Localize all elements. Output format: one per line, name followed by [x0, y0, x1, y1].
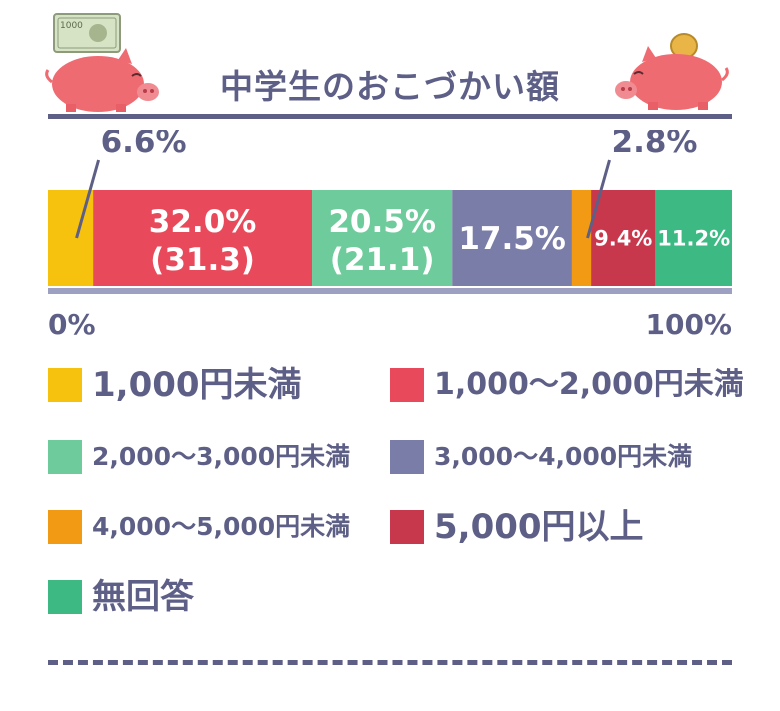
- legend-swatch: [48, 510, 82, 544]
- legend-label: 無回答: [92, 577, 194, 617]
- data-label-0: 6.6%: [101, 130, 187, 160]
- legend-swatch: [48, 580, 82, 614]
- leader-line-4: [586, 159, 611, 239]
- legend-label: 1,000円未満: [92, 365, 302, 405]
- axis-start-label: 0%: [48, 308, 96, 341]
- bottom-dashed-divider: [48, 660, 732, 665]
- page-title: 中学生のおこづかい額: [220, 67, 560, 106]
- data-label-3: 17.5%: [458, 221, 566, 257]
- bar-segment-6: [655, 190, 732, 286]
- legend-swatch: [48, 440, 82, 474]
- title-decoration: 1000: [45, 13, 729, 112]
- banknote-text: 1000: [60, 21, 83, 31]
- bar-segment-3: [452, 190, 572, 286]
- legend-swatch: [390, 510, 424, 544]
- bar-segment-5: [591, 190, 656, 286]
- data-label-5: 9.4%: [594, 227, 652, 251]
- legend-swatch: [48, 368, 82, 402]
- legend-label: 2,000～3,000円未満: [92, 442, 351, 471]
- data-label-6: 11.2%: [657, 227, 730, 251]
- title-underline: [48, 114, 732, 119]
- piggy-bank-with-banknote-icon: 1000: [45, 13, 159, 112]
- legend-label: 1,000～2,000円未満: [434, 367, 744, 402]
- prev-label-2: (21.1): [330, 242, 435, 278]
- data-label-2: 20.5%: [328, 204, 436, 240]
- bar-segment-1: [93, 190, 313, 286]
- legend-swatch: [390, 368, 424, 402]
- piggy-bank-with-coin-icon: [615, 33, 729, 110]
- prev-label-1: (31.3): [150, 242, 255, 278]
- legend-label: 4,000～5,000円未満: [92, 512, 351, 541]
- bar-shadow: [48, 288, 732, 294]
- data-label-1: 32.0%: [149, 204, 257, 240]
- stacked-bar-chart: 6.6%32.0%(31.3)20.5%(21.1)17.5%2.8%9.4% 1…: [48, 130, 732, 341]
- bar-segment-4: [571, 190, 592, 286]
- legend-label: 5,000円以上: [434, 507, 644, 547]
- bar-segment-2: [312, 190, 453, 286]
- legend-swatch: [390, 440, 424, 474]
- legend-label: 3,000～4,000円未満: [434, 442, 693, 471]
- title-band: 1000 中学生のおこづかい額: [0, 0, 780, 125]
- leader-line-0: [75, 159, 101, 239]
- axis-end-label: 100%: [645, 308, 732, 341]
- data-label-4: 2.8%: [612, 130, 698, 160]
